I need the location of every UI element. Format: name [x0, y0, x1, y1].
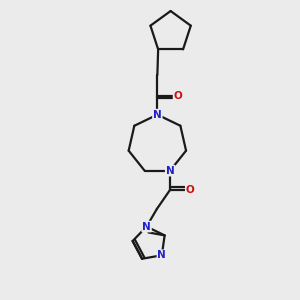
Text: O: O — [174, 91, 182, 100]
Text: N: N — [153, 110, 162, 120]
Text: O: O — [186, 185, 194, 195]
Text: N: N — [142, 222, 151, 232]
Text: N: N — [158, 250, 166, 260]
Text: N: N — [166, 166, 175, 176]
